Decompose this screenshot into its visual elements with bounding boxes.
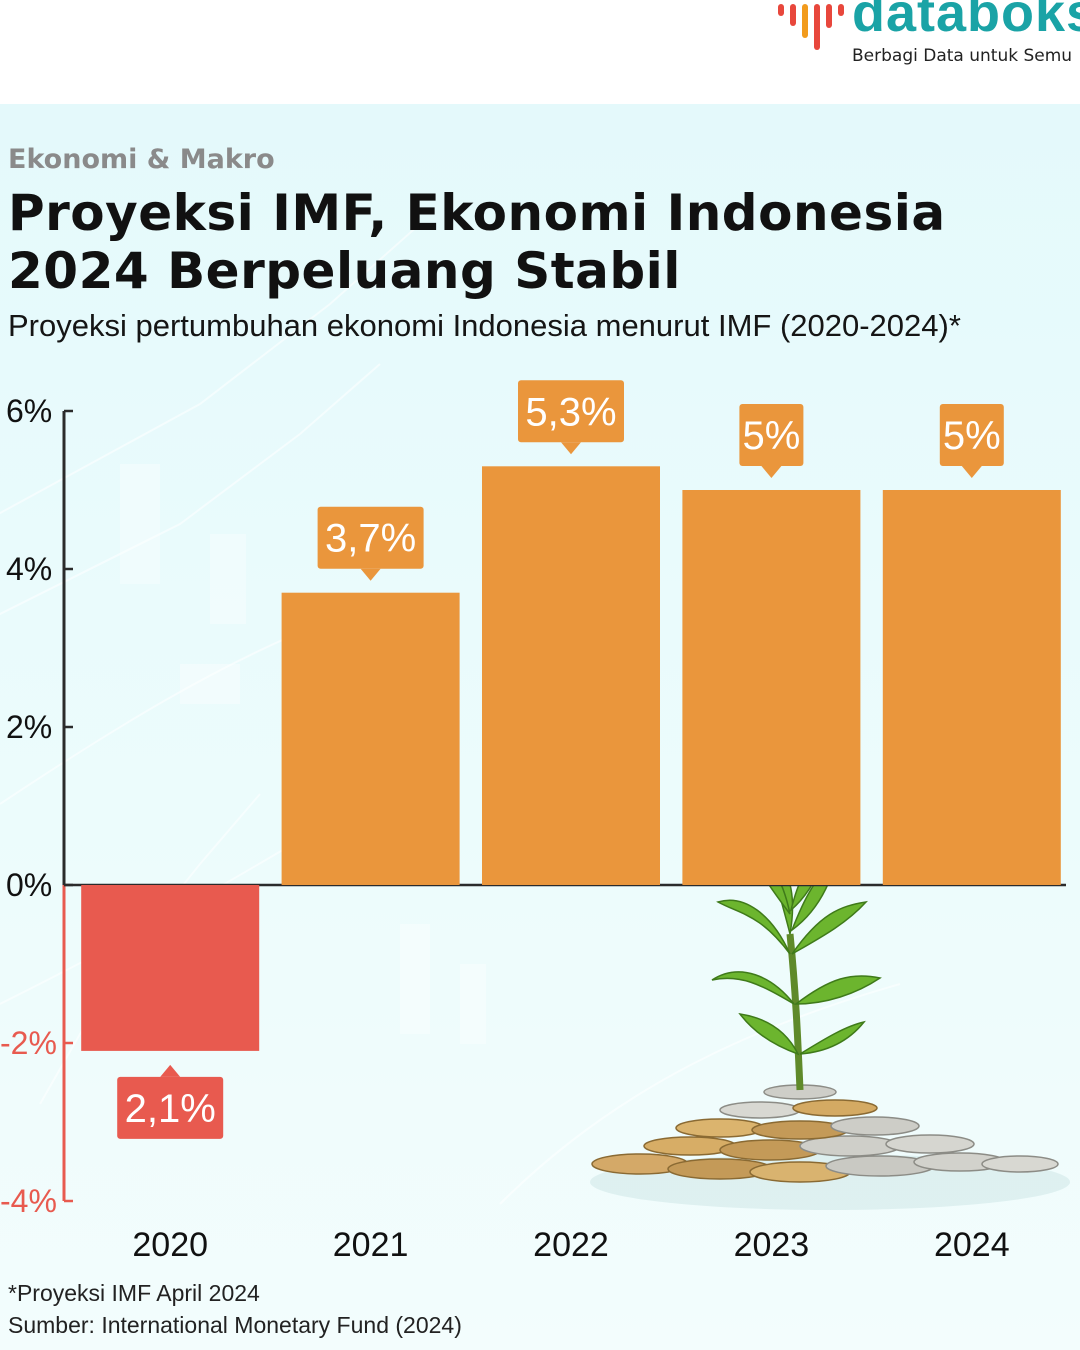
data-label: 3,7% [325,517,416,561]
data-label: 5,3% [525,390,616,434]
y-tick-label: 0% [6,867,52,903]
data-label-box [939,404,1004,466]
x-tick-label: 2022 [533,1226,609,1264]
bar-2024 [882,490,1061,885]
y-tick-label: -2% [0,1025,57,1061]
y-tick-label: 4% [6,551,52,587]
chart-title: Proyeksi IMF, Ekonomi Indonesia 2024 Ber… [8,184,946,300]
y-tick-label: 6% [6,393,52,429]
x-tick-label: 2021 [333,1226,409,1264]
chart-footnote: *Proyeksi IMF April 2024 [8,1280,260,1306]
data-label-box [317,506,424,569]
x-tick-label: 2020 [132,1226,208,1264]
data-label: 5% [742,414,800,458]
bar-2022 [482,466,660,885]
data-label-pointer [360,568,381,581]
data-label-pointer [561,442,581,455]
logo-bars-icon [778,4,844,50]
chart-subtitle: Proyeksi pertumbuhan ekonomi Indonesia m… [8,308,961,343]
data-label-pointer [761,466,782,478]
data-label: 5% [943,414,1001,458]
category-label: Ekonomi & Makro [8,144,275,175]
data-label: 2,1% [125,1087,216,1131]
x-tick-label: 2024 [934,1226,1010,1264]
data-label-box [739,404,804,466]
y-tick-label: 2% [6,709,52,745]
x-tick-label: 2023 [734,1226,810,1264]
y-tick-label: -4% [0,1183,57,1219]
background-decoration [0,223,901,1205]
data-label-box [518,380,624,443]
bar-2021 [281,592,460,885]
bar-2020 [81,885,260,1051]
bar-chart: 6% 4% 2% 0% -2% -4% 2,1% 3,7% 5,3% 5% 5% 2020 2021… [0,380,1070,1264]
data-label-pointer [160,1064,181,1077]
bar-2023 [682,490,861,885]
data-label-box [117,1076,224,1139]
brand-tagline: Berbagi Data untuk Semu [852,46,1073,66]
data-label-pointer [961,466,982,478]
content-panel: Ekonomi & Makro Proyeksi IMF, Ekonomi In… [0,104,1080,1350]
header: databoks Berbagi Data untuk Semu [0,0,1080,104]
brand-name: databoks [852,0,1080,43]
plant-coins-illustration [590,832,1070,1210]
chart-source: Sumber: International Monetary Fund (202… [8,1312,462,1338]
